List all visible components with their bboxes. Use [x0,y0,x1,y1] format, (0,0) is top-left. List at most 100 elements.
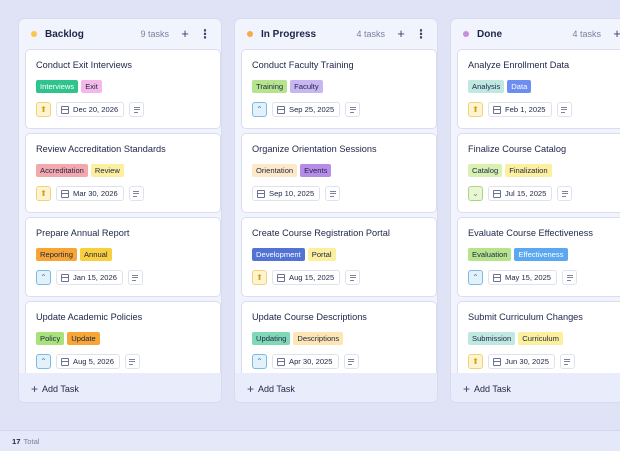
task-card[interactable]: Analyze Enrollment Data Analysis Data ⬆ Feb … [457,49,620,129]
due-date-button[interactable]: Mar 30, 2026 [56,186,124,201]
notes-icon[interactable] [124,354,140,369]
add-icon[interactable]: + [181,26,189,41]
due-date-button[interactable]: Jul 15, 2025 [488,186,553,201]
task-card[interactable]: Evaluate Course Effectiveness Evaluation E… [457,217,620,297]
card-meta: ⌃ Jan 15, 2026 [36,270,210,285]
task-card[interactable]: Finalize Course Catalog Catalog Finalizati… [457,133,620,213]
due-date: Jul 15, 2025 [505,189,547,198]
chevron-up-icon[interactable]: ⌃ [36,354,51,369]
tag-list: Updating Descriptions [252,332,426,345]
due-date-button[interactable]: Aug 5, 2026 [56,354,120,369]
task-title: Analyze Enrollment Data [468,60,570,70]
due-date-button[interactable]: Sep 25, 2025 [272,102,341,117]
chevron-up-icon[interactable]: ⌃ [36,270,51,285]
column-header: Backlog 9 tasks + ⋮ [19,19,221,49]
task-card[interactable]: Submit Curriculum Changes Submission Curri… [457,301,620,381]
task-title: Update Academic Policies [36,312,143,322]
notes-icon[interactable] [127,270,143,285]
chevron-up-icon[interactable]: ⌃ [468,270,483,285]
chevron-up-icon[interactable]: ⌃ [252,354,267,369]
task-title: Submit Curriculum Changes [468,312,583,322]
notes-icon[interactable] [325,186,341,201]
due-date-button[interactable]: Feb 1, 2025 [488,102,552,117]
add-icon[interactable]: + [397,26,405,41]
task-title: Create Course Registration Portal [252,228,390,238]
task-card[interactable]: Review Accreditation Standards Accreditat… [25,133,221,213]
task-title: Organize Orientation Sessions [252,144,377,154]
task-card[interactable]: Conduct Exit Interviews Interviews Exit ⬆ De… [25,49,221,129]
task-card[interactable]: Create Course Registration Portal Develop… [241,217,437,297]
notes-icon[interactable] [345,102,361,117]
tag-list: Analysis Data [468,80,620,93]
task-title: Conduct Faculty Training [252,60,354,70]
double-chevron-up-icon[interactable]: ⬆ [36,186,51,201]
task-title: Prepare Annual Report [36,228,130,238]
column-task-count: 4 tasks [572,29,601,39]
due-date-button[interactable]: Jan 15, 2026 [56,270,123,285]
notes-icon[interactable] [128,186,144,201]
tag-list: Policy Update [36,332,210,345]
notes-icon[interactable] [556,102,572,117]
card-meta: ⬆ Jun 30, 2025 [468,354,620,369]
chevron-down-icon[interactable]: ⌄ [468,186,483,201]
tag-list: Interviews Exit [36,80,210,93]
card-meta: Sep 10, 2025 [252,186,426,201]
notes-icon[interactable] [562,270,578,285]
task-card[interactable]: Update Course Descriptions Updating Descri… [241,301,437,381]
notes-icon[interactable] [557,186,573,201]
task-title: Update Course Descriptions [252,312,367,322]
tag-list: Orientation Events [252,164,426,177]
tag-badge: Policy [36,332,65,345]
tag-list: Submission Curriculum [468,332,620,345]
tag-badge: Orientation [252,164,298,177]
column-header: In Progress 4 tasks + ⋮ [235,19,437,49]
add-task-label: Add Task [42,383,79,394]
notes-icon[interactable] [343,354,359,369]
due-date: May 15, 2025 [505,273,552,282]
add-task-button[interactable]: + Add Task [19,373,221,402]
status-dot-icon [31,31,37,37]
due-date-button[interactable]: Dec 20, 2026 [56,102,125,117]
calendar-icon [61,105,69,114]
chevron-up-icon[interactable]: ⌃ [252,102,267,117]
total-label: Total [23,436,40,446]
due-date-button[interactable]: May 15, 2025 [488,270,558,285]
tag-badge: Submission [468,332,516,345]
due-date: Mar 30, 2026 [73,189,118,198]
tag-badge: Portal [307,248,336,261]
calendar-icon [61,273,69,282]
task-card[interactable]: Prepare Annual Report Reporting Annual ⌃ Jan… [25,217,221,297]
notes-icon[interactable] [129,102,145,117]
plus-icon: + [31,381,39,396]
double-chevron-up-icon[interactable]: ⬆ [36,102,51,117]
notes-icon[interactable] [345,270,361,285]
column-title: Backlog [45,28,84,40]
calendar-icon [277,105,285,114]
plus-icon: + [463,381,471,396]
tag-badge: Development [252,248,305,261]
double-chevron-up-icon[interactable]: ⬆ [468,354,483,369]
card-meta: ⌃ Aug 5, 2026 [36,354,210,369]
more-options-icon[interactable]: ⋮ [199,27,211,41]
more-options-icon[interactable]: ⋮ [415,27,427,41]
notes-icon[interactable] [559,354,575,369]
due-date-button[interactable]: Jun 30, 2025 [488,354,555,369]
task-card[interactable]: Update Academic Policies Policy Update ⌃ Aug… [25,301,221,381]
due-date: Feb 1, 2025 [505,105,546,114]
due-date-button[interactable]: Apr 30, 2025 [272,354,339,369]
due-date: Jan 15, 2026 [73,273,117,282]
column-title: Done [477,28,502,40]
add-icon[interactable]: + [609,27,620,41]
task-card[interactable]: Conduct Faculty Training Training Faculty ⌃… [241,49,437,129]
double-chevron-up-icon[interactable]: ⬆ [468,102,483,117]
double-chevron-up-icon[interactable]: ⬆ [252,270,267,285]
card-meta: ⬆ Feb 1, 2025 [468,102,620,117]
add-task-button[interactable]: + Add Task [451,373,620,402]
tag-badge: Analysis [468,80,505,93]
due-date-button[interactable]: Sep 10, 2025 [252,186,321,201]
calendar-icon [493,189,501,198]
calendar-icon [493,357,501,366]
due-date-button[interactable]: Aug 15, 2025 [272,270,341,285]
add-task-button[interactable]: + Add Task [235,373,437,402]
task-card[interactable]: Organize Orientation Sessions Orientation… [241,133,437,213]
